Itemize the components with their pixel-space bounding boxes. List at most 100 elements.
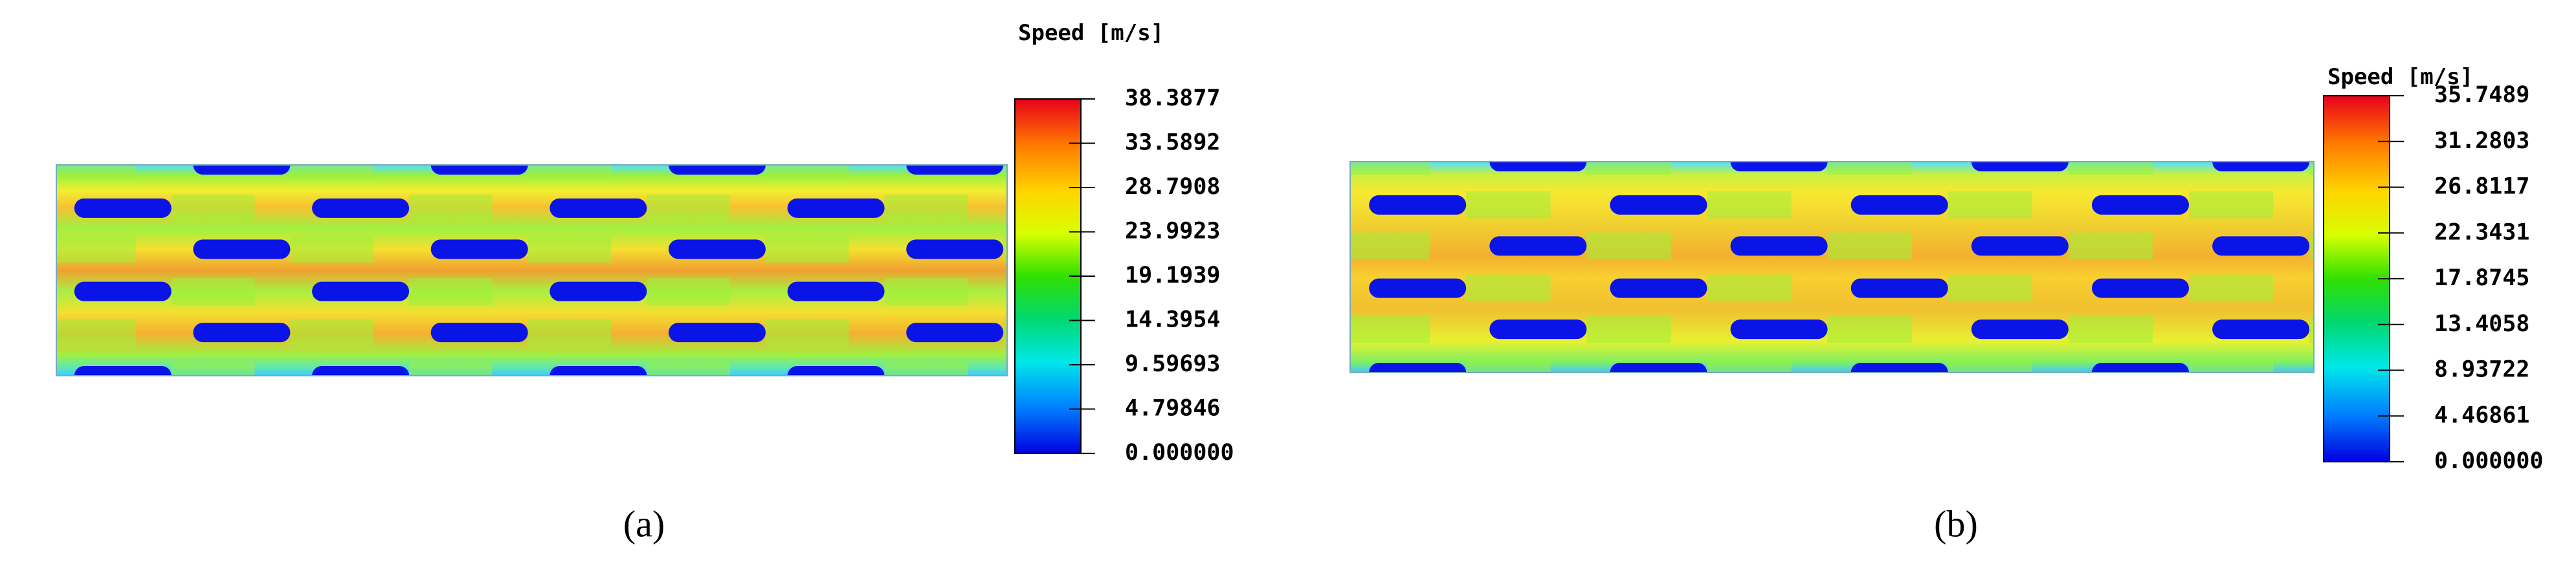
wake [1707, 191, 1792, 219]
panels: Speed [m/s] 38.3877 33.5892 28.7908 23.9923 1… [0, 20, 2576, 545]
obstacle [787, 198, 885, 218]
wake [2309, 162, 2314, 175]
caption: (b) [1934, 503, 1978, 545]
wake [765, 235, 849, 263]
obstacle [312, 366, 410, 376]
wake [1350, 162, 1430, 175]
tick-label: 14.3954 [1125, 307, 1221, 333]
obstacle [74, 366, 172, 376]
wake [1707, 359, 1792, 373]
wake [1466, 191, 1551, 219]
wake [2068, 162, 2153, 175]
obstacle [2453, 152, 2550, 171]
tick-label: 28.7908 [1125, 174, 1221, 200]
flow-field [0, 151, 1324, 389]
obstacle [1249, 319, 1346, 339]
obstacle [906, 323, 1004, 343]
tick-label: 17.8745 [2434, 265, 2530, 291]
obstacle [550, 198, 647, 218]
wake [1003, 165, 1007, 178]
tick-label: 0.000000 [1125, 440, 1234, 466]
tick-label: 0.000000 [2434, 448, 2544, 474]
wake [2550, 232, 2576, 259]
wake [2188, 359, 2274, 373]
obstacle [2091, 278, 2189, 298]
tick-label: 31.2803 [2434, 128, 2530, 154]
wake [2309, 232, 2314, 260]
wake [2550, 316, 2576, 343]
obstacle [906, 239, 1004, 259]
wake [1225, 359, 1309, 386]
obstacle [193, 165, 291, 175]
wake [409, 362, 493, 376]
wake [765, 165, 849, 178]
panel: Speed [m/s] 38.3877 33.5892 28.7908 23.9923 1… [0, 20, 1324, 545]
tick-label: 4.46861 [2434, 402, 2530, 428]
obstacle [1610, 278, 1707, 298]
wake [1948, 274, 2033, 302]
obstacle [0, 155, 52, 175]
wake [884, 194, 968, 222]
obstacle [1971, 319, 2069, 340]
wake [1466, 359, 1551, 373]
wake [409, 194, 493, 222]
obstacle [550, 366, 647, 376]
wake [1225, 275, 1309, 302]
obstacle [1850, 278, 1948, 298]
wake [1350, 232, 1430, 260]
obstacle [787, 281, 885, 301]
wake [1827, 316, 1912, 343]
colorbar-title: Speed [m/s] [2327, 64, 2473, 90]
obstacle [906, 165, 1004, 175]
wake [884, 277, 968, 305]
wake [527, 165, 612, 178]
wake [171, 194, 255, 222]
plot-border [56, 164, 1008, 376]
tick-label: 33.5892 [1125, 130, 1221, 156]
plot-border [1349, 161, 2315, 373]
obstacle [668, 323, 766, 343]
obstacle [193, 323, 291, 343]
wake [765, 319, 849, 347]
obstacle [312, 281, 410, 301]
obstacle [1610, 363, 1707, 373]
obstacle [1971, 162, 2069, 171]
tick-label: 8.93722 [2434, 357, 2530, 383]
tick-label: 38.3877 [1125, 85, 1221, 111]
tick-label: 4.79846 [1125, 396, 1221, 422]
wake [290, 235, 373, 263]
wake [884, 362, 968, 376]
tick-label: 26.8117 [2434, 174, 2530, 200]
wake [2188, 274, 2274, 302]
wake [290, 165, 373, 178]
tick-label: 35.7489 [2434, 82, 2530, 108]
tick-label: 19.1939 [1125, 263, 1221, 288]
obstacle [1730, 162, 1828, 171]
wake [2068, 316, 2153, 343]
obstacle [1730, 319, 1828, 340]
wake [527, 319, 612, 347]
obstacle [1249, 236, 1346, 255]
obstacle [550, 281, 647, 301]
wake [1003, 235, 1007, 263]
wake [1466, 274, 1551, 302]
tick-label: 23.9923 [1125, 219, 1221, 244]
obstacle [1489, 319, 1587, 340]
wake [2309, 316, 2314, 343]
obstacle [1971, 236, 2069, 256]
obstacle [1369, 278, 1467, 298]
obstacle [193, 239, 291, 259]
tick-label: 22.3431 [2434, 219, 2530, 245]
wake [1827, 162, 1912, 175]
caption: (a) [623, 503, 665, 545]
wake [647, 194, 730, 222]
obstacle [2091, 195, 2189, 215]
obstacle [668, 165, 766, 175]
wake [1241, 151, 1324, 178]
wake [171, 277, 255, 305]
tick-label: 9.59693 [1125, 351, 1221, 377]
obstacle [2212, 319, 2310, 340]
wake [0, 362, 17, 389]
obstacle [2212, 162, 2310, 171]
wake [647, 277, 730, 305]
